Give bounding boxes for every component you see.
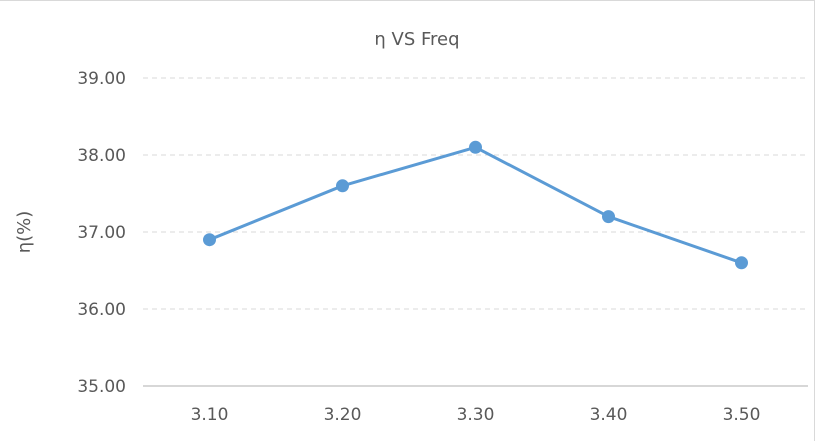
data-point <box>203 233 216 247</box>
x-tick-label: 3.40 <box>590 405 628 425</box>
data-point <box>735 256 748 270</box>
y-tick-label: 38.00 <box>77 146 126 166</box>
y-tick-label: 37.00 <box>77 223 126 243</box>
data-point <box>336 179 349 193</box>
series-layer <box>203 140 748 270</box>
x-tick-label: 3.30 <box>457 405 495 425</box>
data-point <box>602 210 615 224</box>
chart-title: η VS Freq <box>374 29 459 50</box>
series-line <box>208 145 743 265</box>
y-axis-tick-labels: 35.00 36.00 37.00 38.00 39.00 <box>77 69 126 397</box>
y-tick-label: 36.00 <box>77 300 126 320</box>
y-axis-title: η(%) <box>14 211 35 254</box>
data-point <box>469 140 482 154</box>
x-axis-tick-labels: 3.10 3.20 3.30 3.40 3.50 <box>191 405 761 425</box>
x-tick-label: 3.50 <box>723 405 761 425</box>
y-tick-label: 39.00 <box>77 69 126 89</box>
x-tick-label: 3.20 <box>324 405 362 425</box>
x-tick-label: 3.10 <box>191 405 229 425</box>
y-tick-label: 35.00 <box>77 377 126 397</box>
gridlines <box>143 77 808 387</box>
